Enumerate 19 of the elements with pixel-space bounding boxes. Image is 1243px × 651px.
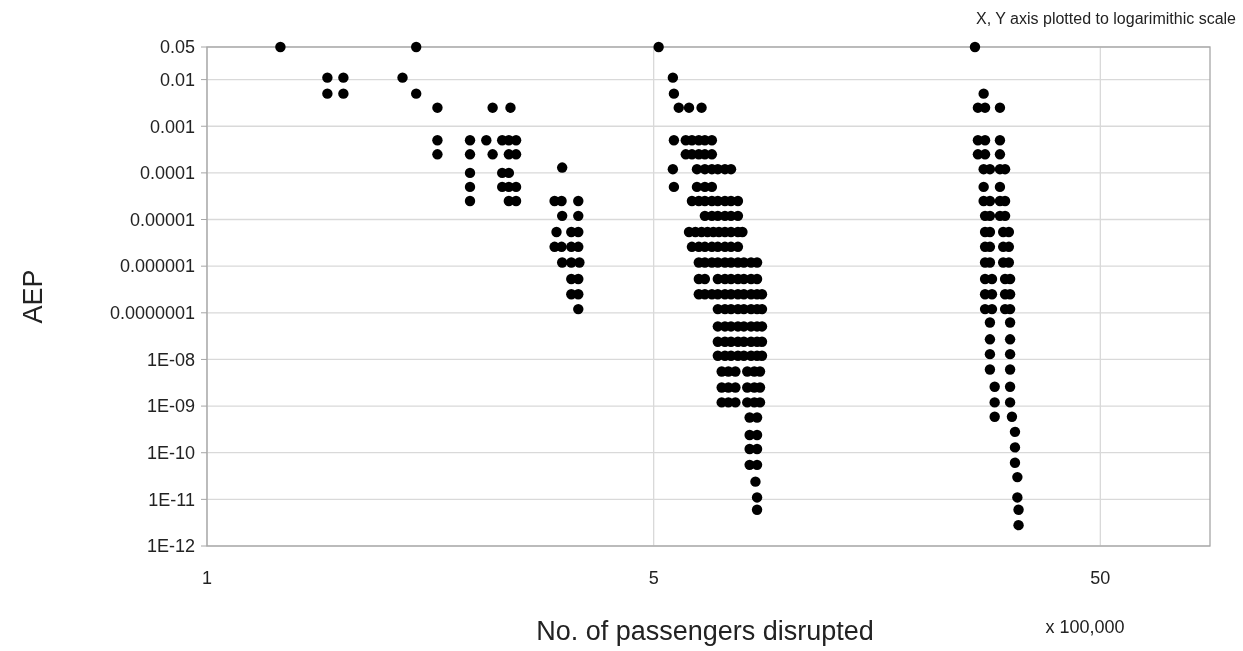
y-tick-label: 0.01 <box>159 69 195 90</box>
y-tick-label: 0.0001 <box>139 163 195 184</box>
y-tick-label: 0.00001 <box>129 209 195 230</box>
y-tick-label: 1E-12 <box>146 536 195 557</box>
x-tick-label: 1 <box>201 568 213 588</box>
text: x 100,000 <box>1045 617 1125 637</box>
x-axis-title: No. of passengers disrupted <box>536 616 874 646</box>
y-tick-label: 1E-08 <box>146 349 195 370</box>
x-tick-label: 5 <box>648 568 659 588</box>
y-tick-label: 0.000001 <box>119 256 195 277</box>
y-tick-label: 0.0000001 <box>109 303 195 324</box>
y-tick-label: 1E-09 <box>146 396 195 417</box>
x-tick-label: 50 <box>1090 568 1111 588</box>
y-tick-label: 0.001 <box>149 116 195 137</box>
text: X, Y axis plotted to logarimithic scale <box>976 10 1237 27</box>
y-axis-title: AEP <box>18 269 48 324</box>
y-tick-label: 0.05 <box>159 37 195 58</box>
y-tick-label: 1E-11 <box>148 489 195 510</box>
y-tick-label: 1E-10 <box>146 443 195 464</box>
